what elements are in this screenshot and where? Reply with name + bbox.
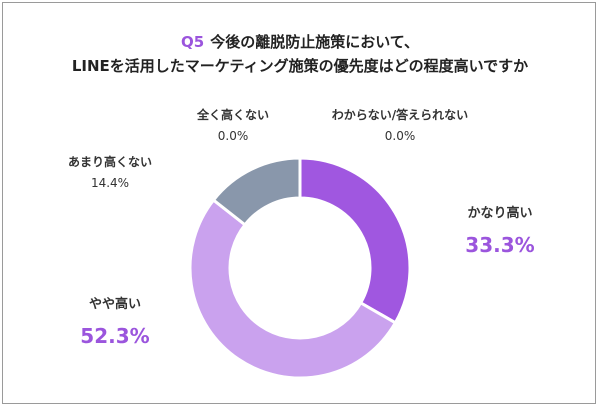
label-dont-know: わからない/答えられない 0.0% <box>320 107 480 144</box>
category-name: やや高い <box>88 297 141 312</box>
question-number: Q5 <box>180 33 205 51</box>
donut-slice-1 <box>298 156 412 325</box>
donut-slice-3 <box>212 156 302 227</box>
chart-title-line2: LINEを活用したマーケティング施策の優先度はどの程度高いですか <box>71 57 529 75</box>
label-not-very-high: あまり高くない 14.4% <box>55 154 165 191</box>
category-name: かなり高い <box>467 206 533 221</box>
title-text-1: 今後の離脱防止施策において、 <box>210 33 419 51</box>
label-not-high-at-all: 全く高くない 0.0% <box>183 107 283 144</box>
category-name: あまり高くない <box>67 155 152 169</box>
value-label: 33.3% <box>465 233 535 257</box>
label-somewhat-high: やや高い 52.3% <box>55 297 175 347</box>
donut-slice-2 <box>188 198 397 380</box>
value-label: 52.3% <box>80 324 150 348</box>
value-label: 0.0% <box>384 129 416 143</box>
label-very-high: かなり高い 33.3% <box>440 206 560 256</box>
value-label: 14.4% <box>90 176 130 190</box>
category-name: 全く高くない <box>196 108 269 122</box>
value-label: 0.0% <box>217 129 249 143</box>
chart-title-line1: Q5 今後の離脱防止施策において、 <box>0 32 600 52</box>
category-name: わからない/答えられない <box>331 108 469 122</box>
